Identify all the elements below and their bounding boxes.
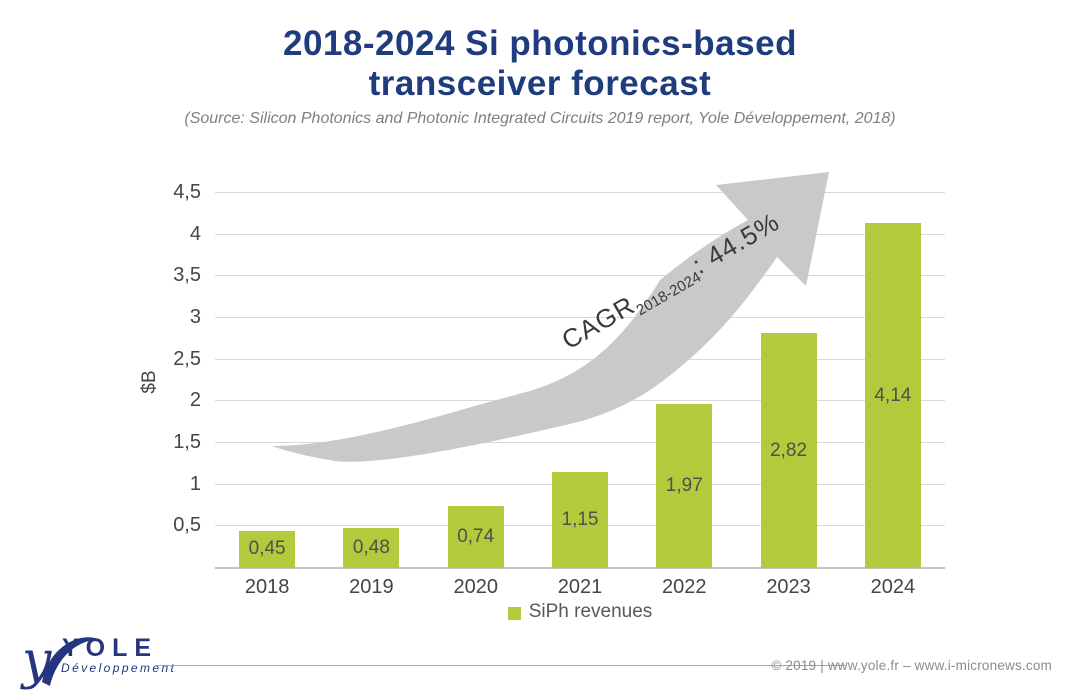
y-tick-label: 4 (189, 222, 201, 245)
bar-value-2021: 1,15 (561, 509, 599, 531)
logo-swoosh-icon (42, 637, 100, 686)
bar-2022: 1,97 (656, 403, 713, 568)
chart-title-line2: transceiver forecast (368, 64, 712, 103)
x-tick-label-2020: 2020 (453, 576, 498, 598)
bar-2020: 0,74 (447, 506, 504, 568)
bar-value-2019: 0,48 (352, 537, 390, 558)
y-tick-label: 0,5 (173, 514, 201, 537)
chart-title-line1: 2018-2024 Si photonics-based (283, 24, 797, 63)
gridline-4,5 (215, 192, 945, 193)
bar-2023: 2,82 (760, 333, 817, 568)
copyright-text: © 2019 | www.yole.fr – www.i-micronews.c… (771, 658, 1052, 673)
y-tick-label: 1,5 (173, 431, 201, 453)
plot-area: CAGR2018-2024: 44.5% 0,5 1 1,5 2 2,5 3 3,5 4 4,5… (173, 172, 945, 598)
x-tick-label-2024: 2024 (870, 576, 916, 598)
legend: SiPh revenues (215, 601, 945, 623)
x-tick-label-2022: 2022 (662, 576, 707, 598)
x-tick-label-2019: 2019 (349, 576, 394, 598)
x-tick-label-2023: 2023 (766, 576, 811, 598)
gridline-3 (215, 317, 945, 318)
chart-title: 2018-2024 Si photonics-based transceiver… (0, 24, 1080, 104)
bar-2019: 0,48 (343, 528, 400, 568)
x-tick-label-2018: 2018 (244, 576, 290, 598)
legend-swatch-icon (507, 606, 521, 620)
gridline-4 (215, 233, 945, 235)
y-tick-label: 1 (189, 472, 201, 495)
bar-2018: 0,45 (239, 530, 296, 568)
gridline-1,5 (215, 442, 945, 443)
logo-subtext: Développement (61, 661, 176, 675)
y-tick-label: 4,5 (173, 181, 201, 203)
x-tick-label-2021: 2021 (557, 576, 603, 598)
yole-developpement-logo: y YOLE Développement (20, 631, 176, 691)
source-note: (Source: Silicon Photonics and Photonic … (184, 110, 896, 127)
bar-value-2018: 0,45 (248, 538, 286, 560)
y-tick-label: 2,5 (173, 347, 201, 370)
gridline-2,5 (215, 358, 945, 360)
y-tick-label: 2 (189, 389, 201, 412)
bar-value-2023: 2,82 (770, 439, 808, 461)
bar-2021: 1,15 (552, 472, 608, 568)
bar-value-2022: 1,97 (665, 474, 703, 496)
gridline-3,5 (215, 275, 945, 277)
bar-2024: 4,14 (864, 223, 921, 568)
bar-value-2024: 4,14 (874, 384, 912, 406)
growth-trend-arrow-icon (272, 172, 829, 462)
y-tick-label: 3,5 (173, 264, 201, 287)
arrow-band-shape (272, 172, 829, 462)
logo-y-mark: y (20, 631, 52, 691)
bar-value-2020: 0,74 (457, 526, 495, 548)
y-tick-label: 3 (189, 306, 201, 328)
legend-label: SiPh revenues (528, 601, 653, 622)
logo-wordmark: YOLE (62, 634, 158, 662)
footer-divider (157, 665, 845, 666)
x-axis-line (215, 567, 945, 569)
